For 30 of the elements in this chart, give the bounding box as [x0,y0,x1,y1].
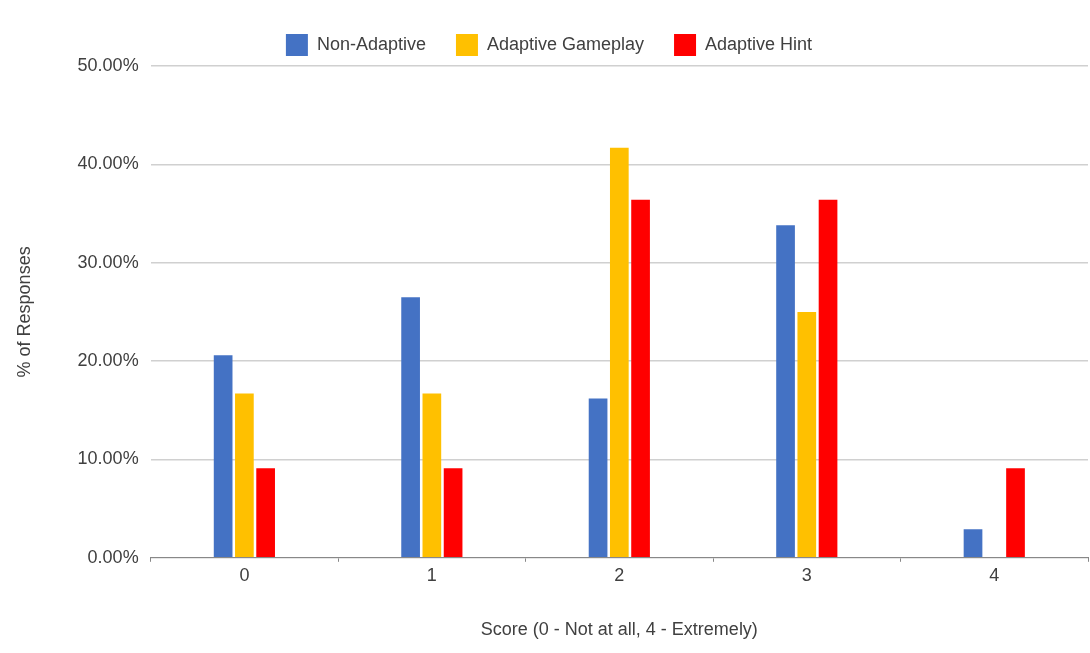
legend-label: Adaptive Gameplay [486,33,645,54]
x-tick-label: 0 [239,564,250,585]
x-tick-label: 1 [426,564,437,585]
y-tick-label: 50.00% [77,54,139,75]
bar [1006,468,1025,558]
bar [818,199,838,558]
y-tick-label: 10.00% [77,448,139,469]
x-tick-label: 3 [801,564,812,585]
y-tick-label: 40.00% [77,153,139,174]
bar [256,468,275,558]
bar [609,147,629,558]
bar [422,393,442,558]
x-tick-label: 4 [989,564,1000,585]
bar [235,393,254,558]
bar [776,225,795,558]
bar [963,529,983,558]
x-tick-label: 2 [614,564,625,585]
y-tick-label: 20.00% [77,350,139,371]
bar [797,311,817,558]
legend-label: Adaptive Hint [705,33,813,54]
x-axis-title: Score (0 - Not at all, 4 - Extremely) [480,619,758,640]
bar [443,468,463,558]
bar [401,297,420,558]
y-axis-title: % of Responses [13,246,34,378]
bar [588,398,608,558]
legend-label: Non-Adaptive [316,33,426,54]
bar [213,355,233,558]
y-tick-label: 0.00% [87,546,139,567]
y-tick-label: 30.00% [77,251,139,272]
bar [631,199,650,558]
